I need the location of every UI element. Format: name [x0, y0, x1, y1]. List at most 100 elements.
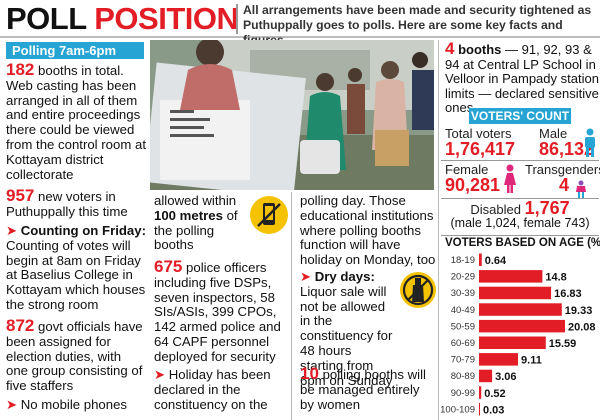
fact-women-booths-number: 10 [300, 364, 319, 383]
age-bar [479, 353, 519, 366]
arrow-icon: ➤ [300, 269, 312, 284]
page-title: POLL POSITION [6, 1, 239, 37]
fact-sensitive-text: — 91, 92, 93 & 94 at Central LP School i… [445, 42, 599, 115]
age-value-label: 0.64 [485, 255, 507, 267]
male-figure-icon [585, 128, 595, 157]
age-category-label: 90-99 [451, 388, 475, 399]
stat-disabled-label: Disabled [470, 202, 525, 217]
fact-booths-number: 182 [6, 60, 35, 79]
age-category-label: 80-89 [451, 371, 475, 382]
no-mobile-phone-icon [250, 196, 288, 234]
age-value-label: 16.83 [554, 288, 582, 300]
voters-count-heading: VOTERS' COUNT [469, 108, 571, 124]
fact-sensitive-number: 4 [445, 39, 455, 58]
fact-holiday-cont: polling day. Those educational instituti… [300, 193, 436, 268]
fact-women-booths: 10 polling booths will be managed entire… [300, 364, 436, 412]
fact-dry-days-text: Liquor sale will not be allowed in the c… [300, 283, 393, 388]
age-bar [479, 402, 480, 416]
fact-phone-distance-text1: allowed within [154, 193, 237, 208]
fact-phone-distance-bold: 100 metres [154, 207, 223, 223]
fact-booths-text: booths in total. Web casting has been ar… [6, 63, 146, 182]
stat-total-label: Total voters [445, 126, 512, 141]
no-liquor-icon [400, 272, 436, 308]
fact-phone-distance: allowed within 100 metres of the polling… [154, 193, 250, 253]
stat-trans-label: Transgenders [525, 162, 600, 177]
header-divider [236, 4, 238, 34]
fact-officials-number: 872 [6, 316, 35, 335]
column-voters: 4 booths — 91, 92, 93 & 94 at Central LP… [438, 40, 600, 420]
age-value-label: 0.52 [484, 388, 505, 400]
fact-new-voters-number: 957 [6, 186, 35, 205]
stat-female: Female 90,281 [445, 162, 500, 194]
divider-line [441, 235, 599, 236]
age-category-label: 18-19 [451, 255, 475, 266]
stat-female-value: 90,281 [445, 175, 501, 195]
fact-counting-text: Counting of votes will begin at 8am on F… [6, 237, 146, 312]
age-value-label: 3.06 [495, 371, 516, 383]
fact-counting-heading: Counting on Friday: [17, 223, 146, 238]
age-bar-chart: 18-19 0.64 20-29 14.8 30-39 16.83 40-49 19.33 50… [440, 253, 596, 416]
age-category-label: 70-79 [451, 355, 475, 366]
age-bar [479, 253, 482, 266]
age-value-label: 20.08 [568, 321, 596, 333]
fact-police-text: police officers including five DSPs, sev… [154, 260, 281, 364]
age-category-label: 60-69 [451, 338, 475, 349]
stat-disabled: Disabled 1,767 [439, 198, 600, 219]
age-bar [479, 319, 565, 333]
divider-line [441, 160, 599, 161]
fact-mobile: ➤ No mobile phones [6, 397, 146, 413]
fact-police-number: 675 [154, 257, 183, 276]
header: POLL POSITION All arrangements have been… [0, 0, 600, 47]
column-facts-2: allowed within 100 metres of the polling… [150, 192, 292, 420]
age-bar [479, 286, 552, 300]
transgender-figure-icon [576, 180, 586, 198]
age-category-label: 30-39 [451, 288, 475, 299]
fact-police: 675 police officers including five DSPs,… [154, 257, 290, 365]
title-part2: POSITION [94, 1, 239, 36]
fact-sensitive-word: booths [454, 42, 502, 57]
age-chart-title: VOTERS BASED ON AGE (%) [445, 237, 600, 249]
age-value-label: 19.33 [565, 305, 593, 317]
fact-booths: 182 booths in total. Web casting has bee… [6, 60, 146, 182]
column-facts-3: polling day. Those educational instituti… [296, 192, 436, 420]
age-value-label: 9.11 [521, 355, 542, 367]
stat-total-voters: Total voters 1,76,417 [445, 126, 515, 158]
column-facts-1: Polling 7am-6pm 182 booths in total. Web… [0, 40, 148, 420]
fact-counting: ➤ Counting on Friday: Counting of votes … [6, 223, 146, 313]
fact-new-voters-text: new voters in Puthuppally this time [6, 189, 128, 219]
stat-disabled-breakdown: (male 1,024, female 743) [450, 216, 590, 230]
fact-women-booths-text: polling booths will be managed entirely … [300, 367, 426, 412]
fact-holiday: ➤ Holiday has been declared in the const… [154, 367, 290, 412]
polling-officials-photo [150, 40, 434, 190]
age-value-label: 14.8 [545, 272, 566, 284]
arrow-icon: ➤ [154, 367, 166, 382]
fact-dry-days: ➤ Dry days: Liquor sale will not be allo… [300, 269, 396, 388]
female-figure-icon [504, 164, 516, 193]
age-bar [479, 336, 546, 349]
age-bar [479, 369, 493, 383]
fact-holiday-text: Holiday has been declared in the constit… [154, 367, 271, 412]
stat-male: Male 86,132 [539, 126, 594, 158]
stat-trans-value: 4 [559, 175, 570, 195]
age-category-label: 20-29 [451, 272, 475, 283]
arrow-icon: ➤ [6, 223, 18, 238]
fact-new-voters: 957 new voters in Puthuppally this time [6, 186, 146, 220]
fact-mobile-text: No mobile phones [17, 397, 128, 412]
age-category-label: 40-49 [451, 305, 475, 316]
fact-officials-text: govt officials have been assigned for el… [6, 319, 143, 394]
fact-sensitive-booths: 4 booths — 91, 92, 93 & 94 at Central LP… [445, 39, 599, 116]
age-value-label: 15.59 [549, 338, 577, 350]
fact-dry-days-heading: Dry days: [311, 269, 375, 284]
fact-officials: 872 govt officials have been assigned fo… [6, 316, 146, 394]
stat-female-label: Female [445, 162, 489, 177]
age-bar [479, 303, 562, 316]
fact-phone-distance-text2: of the polling booths [154, 207, 238, 253]
stat-male-value: 86,132 [539, 139, 595, 159]
age-bar [479, 270, 543, 283]
age-category-label: 50-59 [451, 321, 475, 332]
stat-transgenders: Transgenders 4 [525, 162, 600, 194]
age-category-label: 100-109 [440, 404, 475, 415]
arrow-icon: ➤ [6, 397, 18, 412]
age-bar [479, 386, 482, 399]
stat-disabled-value: 1,767 [524, 198, 570, 218]
